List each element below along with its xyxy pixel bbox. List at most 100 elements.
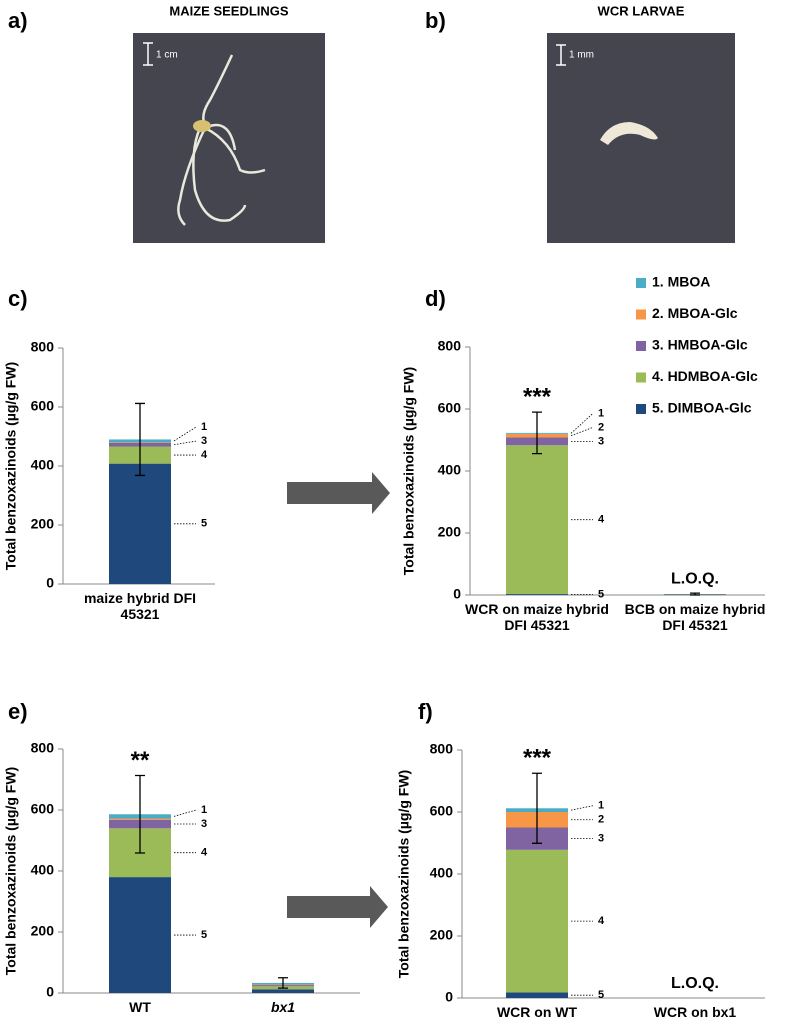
y-axis-label: Total benzoxazinoids (µg/g FW)	[396, 770, 412, 978]
x-tick-label: maize hybrid DFI 45321	[83, 590, 197, 622]
leader-line	[173, 809, 197, 817]
segment-label: 3	[201, 435, 207, 447]
segment-label: 3	[598, 833, 604, 845]
legend-label: 3. HMBOA-Glc	[652, 337, 748, 353]
panel-label: c)	[8, 286, 28, 311]
error-bar	[690, 592, 700, 596]
legend-swatch	[636, 404, 646, 414]
seed	[193, 120, 211, 132]
arrow	[287, 886, 388, 928]
segment-label: 2	[598, 421, 604, 433]
y-tick-label: 400	[438, 462, 462, 478]
x-tick-label: WCR on WT	[496, 1004, 578, 1020]
segment-label: 4	[201, 449, 208, 461]
error-bar	[278, 977, 288, 989]
y-axis-label: Total benzoxazinoids (µg/g FW)	[401, 367, 417, 575]
y-tick-label: 200	[31, 516, 55, 532]
segment-label: 1	[598, 407, 604, 419]
scale-bar	[556, 44, 566, 66]
segment-label: 5	[201, 929, 207, 941]
y-tick-label: 200	[438, 524, 462, 540]
error-bar	[532, 772, 542, 844]
segment-label: 4	[598, 514, 605, 526]
panel-label: d)	[425, 286, 446, 311]
segment-label: 3	[598, 435, 604, 447]
segment-label: 1	[201, 421, 207, 433]
segment-label: 4	[201, 847, 208, 859]
annotation: **	[131, 747, 150, 774]
bar-segment	[109, 877, 171, 993]
x-tick-label-text: WCR on WT	[496, 1004, 578, 1020]
segment-label: 1	[598, 800, 604, 812]
y-tick-label: 200	[430, 927, 454, 943]
y-tick-label: 800	[438, 338, 462, 354]
seedling-drawing	[177, 54, 266, 226]
y-tick-label: 400	[31, 457, 55, 473]
y-tick-label: 600	[31, 801, 55, 817]
scale-label: 1 mm	[569, 50, 594, 61]
x-tick-label: WCR on maize hybrid DFI 45321	[465, 601, 609, 633]
y-tick-label: 200	[31, 923, 55, 939]
x-tick-label-text: maize hybrid DFI 45321	[83, 590, 197, 622]
x-tick-label-text: bx1	[270, 999, 296, 1015]
larva	[600, 122, 658, 145]
segment-label: 5	[598, 989, 604, 1001]
legend-swatch	[636, 341, 646, 351]
legend-label: 2. MBOA-Glc	[652, 305, 738, 321]
panel-label: f)	[418, 699, 433, 724]
panel-title: MAIZE SEEDLINGS	[169, 3, 289, 18]
y-tick-label: 600	[430, 803, 454, 819]
y-tick-label: 0	[445, 989, 453, 1005]
segment-label: 4	[598, 915, 605, 927]
x-tick-label: bx1	[270, 999, 296, 1015]
leader-line	[570, 805, 594, 811]
leader-line	[570, 413, 594, 434]
leader-line	[570, 427, 594, 437]
annotation: ***	[523, 745, 552, 772]
legend-swatch	[636, 372, 646, 383]
x-tick-label: WCR on bx1	[653, 1004, 737, 1020]
x-tick-label: WT	[129, 999, 151, 1015]
bar-segment	[506, 445, 568, 595]
y-axis-label: Total benzoxazinoids (µg/g FW)	[3, 362, 19, 570]
panel-label: e)	[8, 699, 28, 724]
leader-line	[173, 426, 197, 442]
annotation: L.O.Q.	[671, 570, 719, 587]
error-bar	[135, 402, 145, 477]
y-tick-label: 800	[430, 741, 454, 757]
bar-segment	[506, 594, 568, 595]
x-tick-label-text: WCR on maize hybrid DFI 45321	[465, 601, 609, 633]
bar-segment	[506, 849, 568, 993]
error-bar	[532, 411, 542, 455]
photo	[547, 33, 735, 243]
bar-segment	[506, 992, 568, 998]
legend-label: 4. HDMBOA-Glc	[652, 368, 758, 384]
panel-title: WCR LARVAE	[598, 3, 685, 18]
x-tick-label-text: WT	[129, 999, 151, 1015]
annotation: L.O.Q.	[671, 975, 719, 992]
y-tick-label: 0	[46, 575, 54, 591]
segment-label: 5	[201, 518, 207, 530]
error-bar	[135, 774, 145, 854]
scale-label: 1 cm	[156, 50, 178, 61]
leader-line	[173, 440, 197, 446]
segment-label: 3	[201, 818, 207, 830]
segment-label: 2	[598, 814, 604, 826]
x-tick-label-text: WCR on bx1	[653, 1004, 737, 1020]
y-tick-label: 0	[46, 984, 54, 1000]
segment-label: 5	[598, 588, 604, 600]
legend-label: 1. MBOA	[652, 274, 710, 290]
legend-swatch	[636, 278, 646, 288]
legend-swatch	[636, 309, 646, 320]
bar-segment	[252, 989, 314, 993]
scale-bar	[143, 42, 153, 66]
legend-label: 5. DIMBOA-Glc	[652, 400, 752, 416]
y-tick-label: 0	[453, 586, 461, 602]
y-tick-label: 600	[438, 400, 462, 416]
x-tick-label-text: BCB on maize hybrid DFI 45321	[624, 601, 766, 633]
y-tick-label: 400	[31, 862, 55, 878]
photo	[133, 33, 325, 243]
annotation: ***	[523, 383, 552, 410]
panel-label: b)	[425, 8, 446, 33]
